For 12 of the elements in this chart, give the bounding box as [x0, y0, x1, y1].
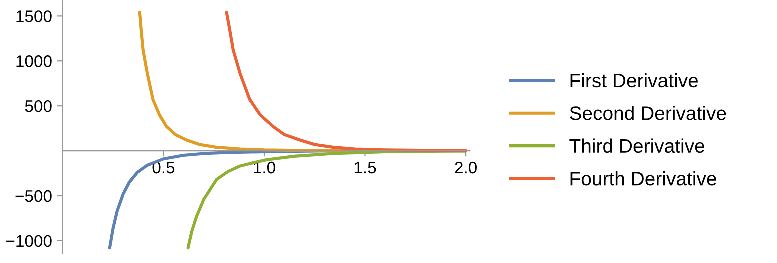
y-tick-label: −1000: [6, 235, 52, 248]
legend-label: First Derivative: [570, 73, 698, 88]
y-tick-label: 500: [25, 100, 52, 112]
x-tick-label: 1.5: [354, 162, 376, 174]
legend-label: Fourth Derivative: [570, 172, 716, 186]
y-tick-label: 1500: [16, 10, 52, 22]
legend-label: Third Derivative: [570, 138, 705, 154]
y-tick-label: −500: [16, 190, 52, 202]
legend-label: Second Derivative: [570, 106, 726, 120]
y-tick-label: 1000: [16, 56, 52, 68]
line-series: [225, 11, 468, 153]
x-tick-label: 2.0: [455, 162, 477, 174]
